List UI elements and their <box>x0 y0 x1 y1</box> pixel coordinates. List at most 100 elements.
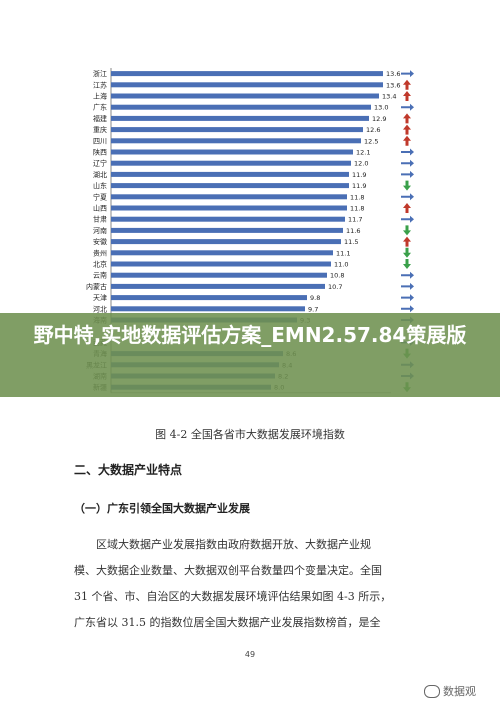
trend-flat-icon <box>401 282 414 290</box>
subsection-heading: （一）广东引领全国大数据产业发展 <box>74 502 250 515</box>
category-label: 北京 <box>93 260 107 269</box>
trend-flat-icon <box>401 159 414 167</box>
wechat-icon <box>424 684 440 698</box>
value-label: 11.9 <box>352 182 366 190</box>
bar <box>111 183 349 189</box>
bar <box>111 306 305 312</box>
bar <box>111 205 347 211</box>
trend-flat-icon <box>401 271 414 279</box>
bar <box>111 71 383 77</box>
category-label: 上海 <box>93 92 107 101</box>
bar <box>111 127 363 133</box>
category-label: 贵州 <box>93 248 107 257</box>
category-label: 重庆 <box>93 125 107 134</box>
trend-flat-icon <box>401 193 414 201</box>
category-label: 云南 <box>93 271 107 280</box>
bar <box>111 227 343 233</box>
watermark-text: 数据观 <box>443 685 476 698</box>
trend-flat-icon <box>401 294 414 302</box>
bar <box>111 82 383 88</box>
banner-title: 野中特,实地数据评估方案_EMN2.57.84策展版 <box>33 323 467 347</box>
trend-up-icon <box>403 79 411 90</box>
bar <box>111 295 307 301</box>
category-label: 福建 <box>93 114 107 123</box>
watermark: 数据观 <box>424 683 476 699</box>
category-label: 浙江 <box>93 69 107 78</box>
bar <box>111 160 351 166</box>
trend-flat-icon <box>401 215 414 223</box>
value-label: 12.5 <box>364 137 378 145</box>
category-label: 宁夏 <box>93 192 107 201</box>
trend-up-icon <box>403 91 411 101</box>
trend-up-icon <box>403 236 411 247</box>
trend-down-icon <box>403 180 411 191</box>
bar <box>111 93 379 99</box>
trend-flat-icon <box>401 305 414 313</box>
category-label: 河北 <box>93 305 107 313</box>
category-label: 河南 <box>93 226 107 235</box>
category-label: 广东 <box>93 103 107 112</box>
value-label: 11.9 <box>352 171 366 179</box>
bar <box>111 171 349 177</box>
bar <box>111 261 331 267</box>
category-label: 四川 <box>93 137 107 145</box>
bar <box>111 272 327 278</box>
value-label: 11.0 <box>334 261 348 269</box>
trend-down-icon <box>403 225 411 236</box>
section-heading: 二、大数据产业特点 <box>74 463 183 477</box>
paragraph-line: 模、大数据企业数量、大数据双创平台数量四个变量决定。全国 <box>74 564 382 577</box>
category-label: 辽宁 <box>93 159 107 168</box>
trend-down-icon <box>403 247 411 258</box>
value-label: 9.8 <box>310 294 320 302</box>
figure-caption: 图 4-2 全国各省市大数据发展环境指数 <box>155 428 345 441</box>
paragraph-line: 区域大数据产业发展指数由政府数据开放、大数据产业规 <box>96 538 371 551</box>
trend-flat-icon <box>401 170 414 178</box>
bar <box>111 104 371 110</box>
bar <box>111 115 369 121</box>
category-label: 陕西 <box>93 148 107 157</box>
title-banner <box>0 313 500 397</box>
value-label: 13.4 <box>382 93 396 101</box>
bar <box>111 138 361 144</box>
value-label: 13.0 <box>374 104 388 112</box>
category-label: 山东 <box>93 181 107 190</box>
value-label: 11.8 <box>350 193 364 201</box>
trend-flat-icon <box>401 148 414 156</box>
value-label: 11.8 <box>350 205 364 213</box>
category-label: 江苏 <box>93 80 107 89</box>
trend-flat-icon <box>401 103 414 111</box>
trend-flat-icon <box>401 70 414 78</box>
category-label: 内蒙古 <box>86 282 107 291</box>
trend-up-icon <box>403 135 411 146</box>
trend-up-icon <box>403 203 411 213</box>
value-label: 11.1 <box>336 249 350 257</box>
bar <box>111 194 347 200</box>
value-label: 12.1 <box>356 149 370 157</box>
paragraph-line: 31 个省、市、自治区的大数据发展环境评估结果如图 4-3 所示， <box>74 590 392 603</box>
bar <box>111 239 341 245</box>
page-number: 49 <box>244 650 256 659</box>
category-label: 湖北 <box>93 170 107 179</box>
category-label: 安徽 <box>93 237 107 246</box>
bar <box>111 250 333 256</box>
value-label: 10.8 <box>330 272 344 280</box>
bar <box>111 216 345 222</box>
category-label: 山西 <box>93 204 107 213</box>
value-label: 12.6 <box>366 126 380 134</box>
paragraph-line: 广东省以 31.5 的指数位居全国大数据产业发展指数榜首，是全 <box>74 616 381 629</box>
trend-up-icon <box>403 113 411 124</box>
body-paragraph: 区域大数据产业发展指数由政府数据开放、大数据产业规 模、大数据企业数量、大数据双… <box>74 532 434 636</box>
value-label: 12.0 <box>354 160 368 168</box>
trend-down-icon <box>403 259 411 269</box>
trend-up-icon <box>403 124 411 135</box>
category-label: 甘肃 <box>93 215 107 224</box>
value-label: 10.7 <box>328 283 342 291</box>
value-label: 12.9 <box>372 115 386 123</box>
value-label: 11.5 <box>344 238 358 246</box>
value-label: 13.6 <box>386 70 400 78</box>
value-label: 11.6 <box>346 227 360 235</box>
bar <box>111 149 353 155</box>
value-label: 11.7 <box>348 216 362 224</box>
bar <box>111 283 325 289</box>
